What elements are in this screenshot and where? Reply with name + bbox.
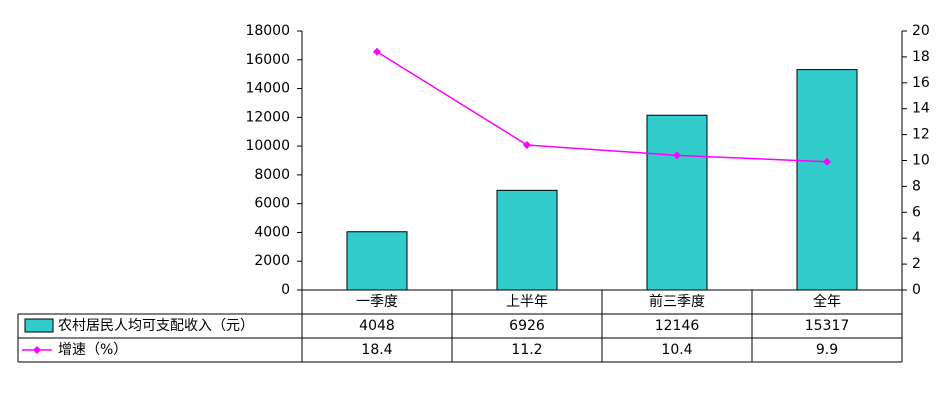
legend-swatch-bar bbox=[24, 318, 54, 333]
legend-label-line: 增速（%） bbox=[58, 342, 127, 358]
bar bbox=[346, 231, 408, 291]
bar-series bbox=[346, 69, 858, 291]
right-tick-label: 8 bbox=[912, 178, 921, 194]
right-tick-label: 16 bbox=[912, 75, 930, 91]
line-series bbox=[373, 47, 831, 166]
left-tick-label: 14000 bbox=[245, 81, 290, 97]
category-label: 上半年 bbox=[506, 294, 548, 310]
right-tick-label: 14 bbox=[912, 101, 930, 117]
right-tick-label: 20 bbox=[912, 23, 930, 39]
right-tick-label: 10 bbox=[912, 153, 930, 169]
growth-line bbox=[376, 51, 828, 163]
point bbox=[823, 157, 831, 166]
point bbox=[673, 151, 681, 160]
left-tick-label: 8000 bbox=[254, 167, 290, 183]
left-tick-label: 0 bbox=[281, 282, 290, 298]
bar bbox=[796, 69, 858, 291]
point bbox=[373, 47, 381, 56]
bar-value-label: 6926 bbox=[509, 318, 545, 334]
bar-value-label: 4048 bbox=[359, 318, 395, 334]
right-tick-label: 4 bbox=[912, 230, 921, 246]
left-tick-label: 6000 bbox=[254, 196, 290, 212]
left-y-axis: 0 2000 4000 6000 8000 10000 12000 14000 16000 180… bbox=[245, 23, 303, 298]
left-tick-label: 18000 bbox=[245, 23, 290, 39]
category-label: 一季度 bbox=[356, 294, 398, 310]
left-tick-label: 4000 bbox=[254, 224, 290, 240]
line-value-label: 10.4 bbox=[661, 342, 692, 358]
line-value-label: 11.2 bbox=[511, 342, 542, 358]
right-y-axis: 0 2 4 6 8 10 12 14 16 18 20 bbox=[901, 23, 930, 298]
line-value-label: 18.4 bbox=[361, 342, 392, 358]
left-tick-label: 12000 bbox=[245, 109, 290, 125]
right-tick-label: 6 bbox=[912, 204, 921, 220]
left-tick-label: 2000 bbox=[254, 253, 290, 269]
legend-label-bar: 农村居民人均可支配收入（元） bbox=[58, 318, 254, 334]
left-tick-label: 10000 bbox=[245, 138, 290, 154]
right-tick-label: 18 bbox=[912, 49, 930, 65]
right-tick-label: 12 bbox=[912, 127, 930, 143]
bar-value-label: 12146 bbox=[655, 318, 700, 334]
right-tick-label: 0 bbox=[912, 282, 921, 298]
legend-swatch-marker bbox=[33, 346, 41, 354]
bar bbox=[646, 114, 708, 291]
line-value-label: 9.9 bbox=[816, 342, 838, 358]
left-tick-label: 16000 bbox=[245, 52, 290, 68]
category-label: 全年 bbox=[813, 293, 841, 310]
category-label: 前三季度 bbox=[649, 293, 705, 310]
point bbox=[523, 140, 531, 149]
bar bbox=[496, 189, 558, 291]
bar-value-label: 15317 bbox=[805, 318, 850, 334]
right-tick-label: 2 bbox=[912, 256, 921, 272]
